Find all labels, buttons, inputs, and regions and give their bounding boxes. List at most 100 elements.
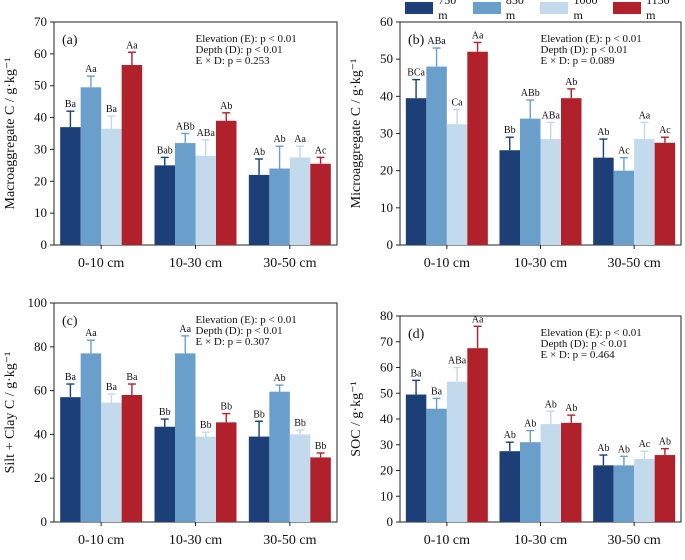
legend-item-750: 750 m — [405, 0, 464, 22]
legend: 750 m 850 m 1000 m 1150 m — [405, 0, 685, 22]
panel-d-bar — [426, 408, 447, 522]
panel-d-ytick-label: 0 — [387, 514, 394, 529]
panel-c-significance-label: Bb — [200, 420, 212, 431]
panel-d-ytick-label: 50 — [380, 385, 393, 400]
panel-a-significance-label: Ac — [315, 145, 327, 156]
panel-a-ytick-label: 70 — [34, 14, 47, 29]
panel-d-significance-label: ABa — [448, 356, 467, 367]
panel-b-significance-label: ABb — [521, 88, 540, 99]
panel-d-bar — [634, 458, 655, 522]
panel-a-bar — [269, 168, 290, 245]
panel-b-category-label: 0-10 cm — [424, 256, 470, 271]
panel-b-stat-line: Elevation (E): p < 0.01 — [541, 33, 642, 45]
panel-a-ytick-label: 60 — [34, 46, 47, 61]
panel-d-significance-label: Ab — [618, 444, 630, 455]
panel-d-stat-line: E × D: p = 0.464 — [541, 349, 616, 361]
panel-a-significance-label: ABb — [176, 122, 195, 133]
panel-c-bar — [310, 457, 331, 522]
panel-a-label: (a) — [62, 33, 78, 48]
panel-c-bar — [289, 434, 311, 522]
panel-c-category-label: 0-10 cm — [78, 533, 124, 548]
panel-d-bar — [613, 465, 635, 522]
legend-item-850: 850 m — [472, 0, 532, 22]
panel-c-ytick-label: 60 — [34, 383, 47, 398]
panel-c-bar — [101, 402, 122, 522]
panel-c-significance-label: Ba — [106, 382, 118, 393]
panel-c-bar — [60, 397, 81, 522]
panel-c-bar — [154, 426, 175, 522]
panel-a-ytick-label: 10 — [34, 205, 47, 220]
panel-b-bar — [467, 51, 488, 245]
panel-d-significance-label: Ab — [504, 430, 516, 441]
panel-d-significance-label: Ab — [597, 443, 609, 454]
panel-a-significance-label: ABa — [197, 128, 216, 139]
panel-a-bar — [154, 165, 175, 245]
legend-item-1150: 1150 m — [612, 0, 676, 22]
panel-c-significance-label: Aa — [179, 324, 191, 335]
panel-d-bar — [540, 424, 561, 522]
panel-c-bar — [216, 422, 237, 522]
panel-b-bar — [634, 139, 655, 245]
panel-a-significance-label: Bab — [157, 145, 173, 156]
panel-b-significance-label: Bb — [504, 125, 516, 136]
panel-a-bar — [195, 155, 216, 245]
panel-d-ytick-label: 70 — [380, 334, 393, 349]
panel-a-significance-label: Ba — [65, 99, 77, 110]
panel-c-significance-label: Ab — [273, 373, 285, 384]
panel-b-bar — [520, 118, 541, 245]
panel-d-category-label: 30-50 cm — [608, 533, 661, 548]
panel-b-significance-label: Ab — [597, 127, 609, 138]
panel-a-significance-label: Ab — [273, 134, 285, 145]
panel-a-stat-line: Depth (D): p < 0.01 — [196, 44, 283, 56]
panel-b-significance-label: Aa — [472, 30, 484, 41]
panel-b-ylabel: Microaggregate C / g·kg⁻¹ — [349, 59, 364, 209]
panel-d-label: (d) — [408, 327, 425, 342]
panel-b-ytick-label: 30 — [380, 126, 393, 141]
panel-c-category-label: 10-30 cm — [169, 533, 222, 548]
panel-a-category-label: 30-50 cm — [263, 256, 316, 271]
panel-d-bar — [467, 348, 488, 522]
panel-d-bar — [561, 422, 582, 522]
panel-a-category-label: 0-10 cm — [78, 256, 124, 271]
panel-c-ylabel: Silt + Clay C / g·kg⁻¹ — [3, 352, 18, 474]
panel-c-ytick-label: 100 — [28, 295, 48, 310]
panel-d: 0 10 20 30 40 50 60 70 80 SOC / g·kg⁻¹ (d) Elevatio… — [349, 308, 682, 548]
panel-d-significance-label: Aa — [472, 314, 484, 325]
panel-d-significance-label: Ba — [431, 386, 443, 397]
panel-a-bar — [216, 120, 237, 245]
panel-d-category-label: 0-10 cm — [424, 533, 470, 548]
legend-label-850: 850 m — [505, 0, 524, 22]
panel-c-ytick-label: 20 — [34, 470, 47, 485]
panel-c-significance-label: Bb — [253, 409, 265, 420]
panel-b-significance-label: Aa — [639, 110, 651, 121]
panel-a-stat-line: Elevation (E): p < 0.01 — [196, 33, 297, 45]
panel-c-significance-label: Aa — [85, 328, 97, 339]
legend-label-1000: 1000 m — [573, 0, 597, 22]
panel-c-bar — [195, 436, 216, 522]
legend-swatch-1150 — [612, 1, 642, 14]
panel-b-ytick-label: 50 — [380, 51, 393, 66]
panel-d-ytick-label: 10 — [380, 488, 393, 503]
panel-a-bar — [175, 143, 196, 245]
panel-b-significance-label: Ab — [565, 77, 577, 88]
panel-c-significance-label: Bb — [315, 441, 327, 452]
panel-c-bar — [80, 353, 102, 522]
panel-b-significance-label: ABa — [427, 36, 446, 47]
panel-b-bar — [593, 157, 614, 245]
panel-b-bar — [654, 142, 676, 245]
panel-b-significance-label: Ca — [452, 97, 464, 108]
legend-label-750: 750 m — [438, 0, 456, 22]
panel-b-bar — [561, 98, 582, 245]
panel-b-significance-label: Ac — [618, 146, 630, 157]
panel-d-bar — [405, 394, 427, 522]
panel-b: 0 10 20 30 40 50 60 Microaggregate C / g·kg⁻¹ (b… — [349, 14, 682, 271]
panel-a-bar — [289, 157, 311, 245]
panel-b-stat-line: E × D: p = 0.089 — [541, 55, 616, 67]
panel-c-ytick-label: 0 — [41, 514, 48, 529]
panel-a-significance-label: Ab — [220, 101, 232, 112]
panel-a-bar — [80, 87, 102, 245]
panel-d-bar — [520, 442, 541, 522]
panel-d-significance-label: Ab — [545, 399, 557, 410]
panel-a-category-label: 10-30 cm — [169, 256, 222, 271]
